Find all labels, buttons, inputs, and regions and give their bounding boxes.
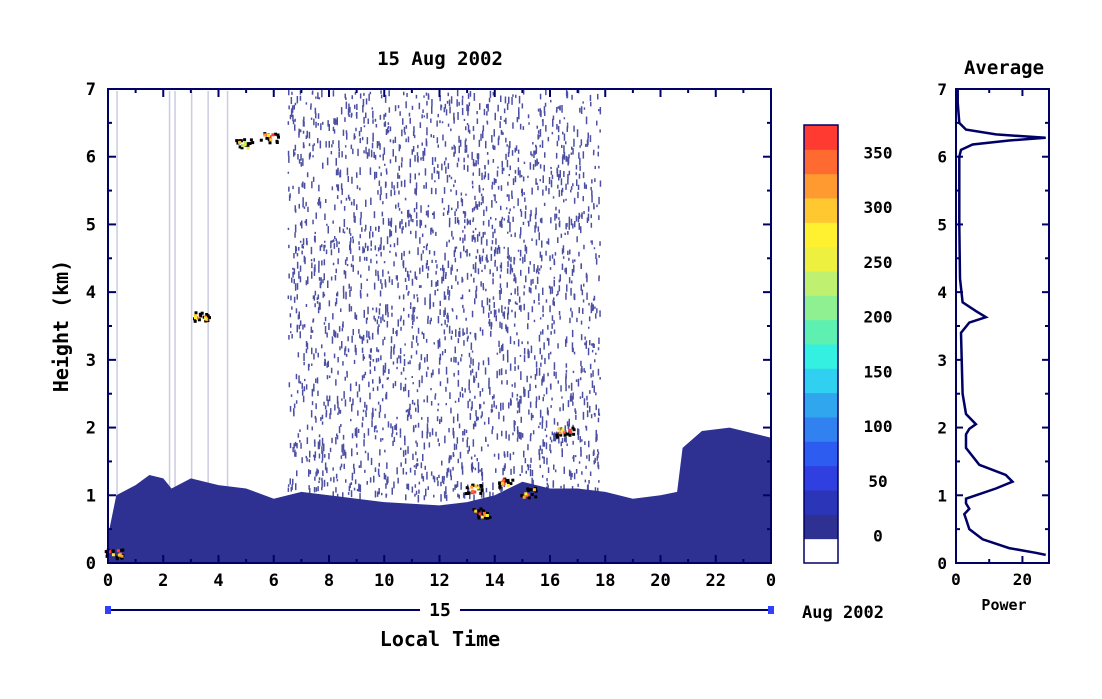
date-bar-day-label: 15	[429, 600, 451, 621]
height-time-heatmap	[104, 89, 771, 563]
x-tick-label: 22	[706, 571, 726, 591]
colorbar-tick-label: 200	[864, 308, 893, 327]
noise-speckle	[116, 89, 602, 563]
colorbar-swatch	[804, 344, 838, 369]
colorbar-frame	[803, 124, 839, 564]
average-y-tick-label: 6	[937, 148, 947, 167]
colorbar	[804, 125, 838, 564]
y-tick-label: 7	[86, 80, 96, 100]
colorbar-swatch	[804, 538, 838, 564]
colorbar-swatch	[804, 392, 838, 418]
main-x-axis-label: Local Time	[380, 627, 500, 651]
average-x-tick-label: 20	[1013, 570, 1032, 589]
colorbar-tick-label: 300	[864, 198, 893, 217]
main-x-axis: 0 2 4 6 8 10 12 14 16 18 20 22 0	[103, 89, 776, 591]
cloud-echo	[193, 311, 211, 323]
cloud-echo	[520, 486, 538, 500]
date-bar-end-right	[768, 606, 774, 614]
colorbar-swatch	[804, 368, 838, 394]
average-y-tick-label: 1	[937, 486, 947, 505]
x-tick-label: 12	[429, 571, 449, 591]
colorbar-tick-label: 100	[864, 417, 893, 436]
y-tick-label: 6	[86, 148, 96, 168]
x-tick-label: 0	[766, 571, 776, 591]
x-tick-label: 18	[595, 571, 615, 591]
date-bar: 15	[105, 600, 774, 621]
colorbar-swatch	[804, 271, 838, 296]
average-x-tick-label: 0	[951, 570, 961, 589]
date-bar-end-left	[105, 606, 111, 614]
main-y-axis: 0 1 2 3 4 5 6 7	[86, 80, 771, 574]
colorbar-swatch	[804, 514, 838, 540]
cloud-echo	[235, 138, 255, 150]
y-tick-label: 2	[86, 419, 96, 439]
colorbar-swatch	[804, 490, 838, 515]
y-tick-label: 1	[86, 486, 96, 506]
x-tick-label: 14	[485, 571, 505, 591]
average-power-line	[956, 89, 1046, 557]
colorbar-tick-label: 0	[873, 527, 883, 546]
x-tick-label: 8	[324, 571, 334, 591]
date-bar-month-label: Aug 2002	[802, 603, 884, 623]
boundary-layer-echo	[108, 427, 771, 563]
average-plot-frame	[955, 88, 1050, 564]
cloud-echo	[555, 426, 576, 439]
colorbar-swatch	[804, 319, 838, 345]
colorbar-tick-label: 150	[864, 362, 893, 381]
main-chart-title: 15 Aug 2002	[377, 48, 503, 70]
colorbar-swatch	[804, 465, 838, 491]
average-profile	[956, 89, 1046, 557]
y-tick-label: 4	[86, 283, 96, 303]
x-tick-label: 10	[374, 571, 394, 591]
x-tick-label: 0	[103, 571, 113, 591]
average-x-axis: 0 20	[951, 89, 1032, 589]
colorbar-swatch	[804, 173, 838, 199]
cloud-echo	[498, 477, 515, 489]
average-x-axis-label: Power	[981, 596, 1026, 614]
x-tick-label: 4	[213, 571, 223, 591]
cloud-echo	[472, 507, 492, 520]
cloud-echoes	[104, 132, 576, 561]
average-panel-title: Average	[964, 57, 1044, 79]
cloud-echo	[259, 132, 280, 145]
x-tick-label: 2	[158, 571, 168, 591]
average-y-tick-label: 3	[937, 351, 947, 370]
x-tick-label: 6	[269, 571, 279, 591]
colorbar-ticks: 0 50 100 150 200 250 300 350	[864, 143, 893, 545]
colorbar-swatch	[804, 441, 838, 467]
x-tick-label: 16	[540, 571, 560, 591]
colorbar-swatch	[804, 417, 838, 442]
x-tick-label: 20	[650, 571, 670, 591]
colorbar-swatch	[804, 149, 838, 175]
colorbar-swatch	[804, 295, 838, 321]
average-y-tick-label: 5	[937, 215, 947, 234]
colorbar-swatch	[804, 198, 838, 223]
average-y-tick-label: 0	[937, 554, 947, 573]
cloud-echo	[464, 483, 484, 496]
colorbar-swatch	[804, 246, 838, 272]
average-y-axis: 0 1 2 3 4 5 6 7	[937, 80, 1049, 573]
average-y-tick-label: 4	[937, 283, 947, 302]
main-y-axis-label: Height (km)	[49, 260, 73, 392]
colorbar-tick-label: 350	[864, 143, 893, 162]
colorbar-tick-label: 50	[868, 472, 887, 491]
y-tick-label: 5	[86, 215, 96, 235]
colorbar-tick-label: 250	[864, 253, 893, 272]
y-tick-label: 3	[86, 351, 96, 371]
average-y-tick-label: 2	[937, 419, 947, 438]
y-tick-label: 0	[86, 554, 96, 574]
colorbar-swatch	[804, 222, 838, 248]
colorbar-swatch	[804, 125, 838, 150]
average-y-tick-label: 7	[937, 80, 947, 99]
